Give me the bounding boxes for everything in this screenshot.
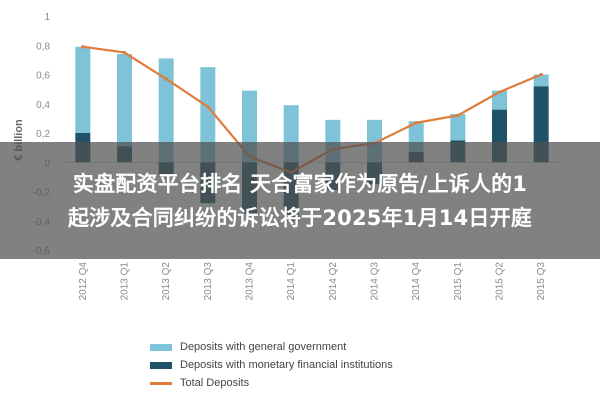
legend-label-mfi: Deposits with monetary financial institu… bbox=[180, 359, 393, 371]
legend-swatch-mfi bbox=[150, 361, 172, 369]
legend-item-general-government: Deposits with general government bbox=[150, 338, 393, 356]
x-tick-label: 2015 Q2 bbox=[495, 262, 506, 301]
total-deposits-point bbox=[164, 77, 168, 81]
legend: Deposits with general government Deposit… bbox=[150, 338, 393, 392]
overlay-banner[interactable]: 实盘配资平台排名 天合富家作为原告/上诉人的1 起涉及合同纠纷的诉讼将于2025… bbox=[0, 142, 600, 259]
banner-headline-line-2[interactable]: 起涉及合同纠纷的诉讼将于2025年1月14日开庭 bbox=[67, 205, 533, 230]
bar-general-government bbox=[75, 46, 91, 133]
total-deposits-point bbox=[539, 72, 543, 77]
bar-general-government bbox=[117, 54, 132, 147]
total-deposits-point bbox=[81, 45, 85, 49]
x-tick-label: 2015 Q3 bbox=[536, 262, 547, 301]
x-tick-label: 2012 Q4 bbox=[78, 262, 89, 301]
bar-general-government bbox=[533, 74, 549, 87]
y-tick-label: 0,6 bbox=[36, 71, 50, 82]
legend-label-total-deposits: Total Deposits bbox=[180, 377, 250, 389]
bar-general-government bbox=[158, 58, 174, 163]
y-tick-label: 0,2 bbox=[36, 129, 50, 140]
x-tick-label: 2014 Q4 bbox=[411, 262, 422, 301]
y-tick-label: 1 bbox=[44, 12, 50, 23]
total-deposits-point bbox=[456, 113, 460, 118]
x-tick-label: 2014 Q2 bbox=[328, 262, 339, 301]
x-tick-label: 2013 Q4 bbox=[245, 262, 256, 301]
x-tick-label: 2013 Q1 bbox=[120, 262, 131, 301]
x-axis-labels: 2012 Q4 2013 Q1 2013 Q2 2013 Q3 2013 Q4 2014 … bbox=[78, 262, 547, 301]
bar-general-government bbox=[450, 113, 466, 141]
x-tick-label: 2014 Q3 bbox=[370, 262, 381, 301]
y-tick-label: 0,4 bbox=[36, 100, 50, 111]
total-deposits-point bbox=[206, 105, 210, 109]
banner-headline-line-1[interactable]: 实盘配资平台排名 天合富家作为原告/上诉人的1 bbox=[72, 171, 528, 196]
legend-line-total-deposits bbox=[150, 381, 172, 385]
x-tick-label: 2013 Q3 bbox=[203, 262, 214, 301]
legend-item-total-deposits: Total Deposits bbox=[150, 374, 393, 392]
y-tick-label: 0,8 bbox=[36, 41, 50, 52]
legend-item-mfi: Deposits with monetary financial institu… bbox=[150, 356, 393, 374]
total-deposits-point bbox=[414, 121, 418, 125]
legend-label-general-government: Deposits with general government bbox=[180, 341, 347, 353]
bar-general-government bbox=[200, 67, 216, 163]
x-tick-label: 2014 Q1 bbox=[286, 262, 297, 301]
total-deposits-point bbox=[122, 50, 127, 55]
x-tick-label: 2015 Q1 bbox=[453, 262, 464, 301]
x-tick-label: 2013 Q2 bbox=[161, 262, 172, 301]
legend-swatch-general-government bbox=[150, 343, 172, 351]
total-deposits-point bbox=[497, 90, 502, 94]
